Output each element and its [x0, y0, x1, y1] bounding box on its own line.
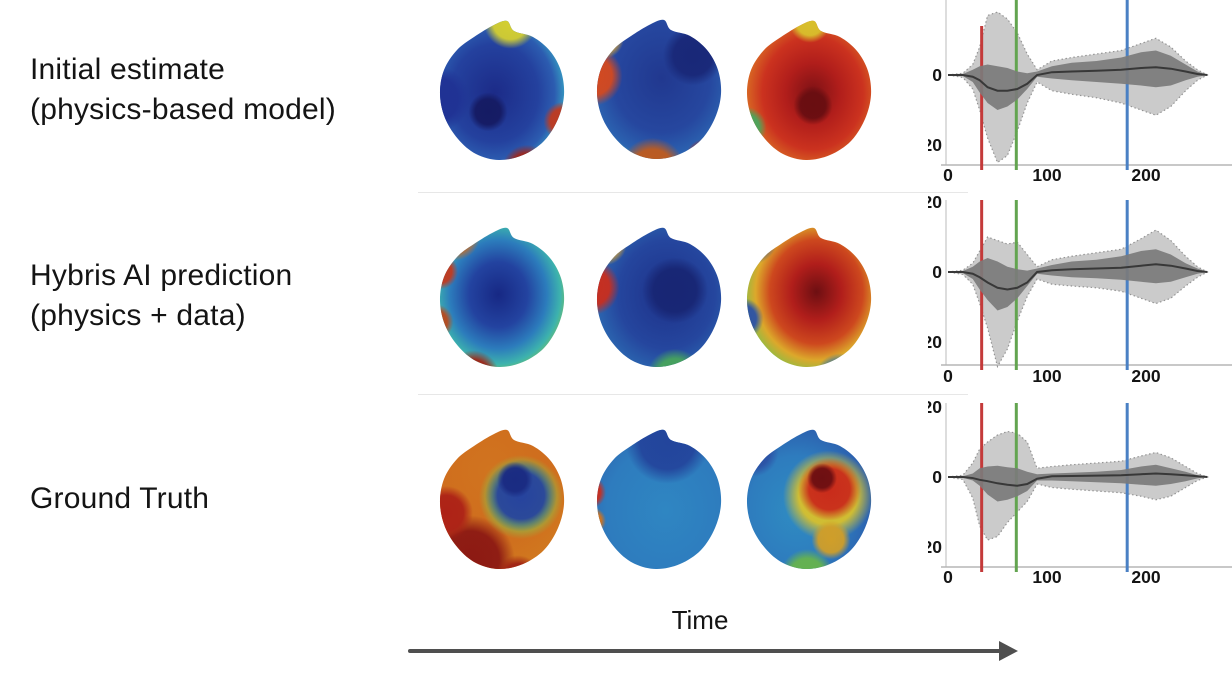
uncertainty-chart-row3: 0100200200-20: [928, 399, 1232, 599]
heart-map-row1-view2: [585, 16, 735, 174]
heart-map-row3-view1: [428, 426, 578, 584]
row-label-hybrid-prediction: Hybris AI prediction (physics + data): [30, 256, 292, 336]
heart-map-row2-view3: [735, 224, 885, 382]
svg-text:-20: -20: [928, 332, 942, 352]
svg-text:200: 200: [1131, 567, 1160, 587]
time-arrow-head-icon: [999, 641, 1018, 661]
svg-text:0: 0: [943, 567, 953, 587]
svg-text:100: 100: [1032, 366, 1061, 386]
svg-text:-20: -20: [928, 135, 942, 155]
row-label-ground-truth: Ground Truth: [30, 479, 209, 519]
heart-map-row2-view2: [585, 224, 735, 382]
row-separator: [418, 394, 968, 395]
uncertainty-chart-row2: 0100200200-20: [928, 196, 1232, 396]
time-axis-label: Time: [671, 605, 729, 635]
row-label-line2: (physics + data): [30, 299, 246, 332]
heart-map-row1-view1: [428, 17, 578, 175]
row-label-line1: Ground Truth: [30, 482, 210, 515]
heart-map-row3-view2: [585, 426, 735, 584]
svg-text:200: 200: [1131, 165, 1160, 185]
row-label-initial-estimate: Initial estimate (physics-based model): [30, 50, 336, 130]
row-label-line2: (physics-based model): [30, 93, 336, 126]
svg-text:0: 0: [932, 65, 942, 85]
heart-map-row3-view3: [735, 426, 885, 584]
svg-text:0: 0: [943, 165, 953, 185]
svg-text:0: 0: [943, 366, 953, 386]
svg-text:20: 20: [928, 196, 942, 212]
heart-map-row2-view1: [428, 224, 578, 382]
svg-text:100: 100: [1032, 165, 1061, 185]
heart-map-row1-view3: [735, 17, 885, 175]
svg-text:100: 100: [1032, 567, 1061, 587]
row-separator: [418, 192, 968, 193]
svg-text:200: 200: [1131, 366, 1160, 386]
time-arrow: [408, 649, 1002, 653]
row-label-line1: Hybris AI prediction: [30, 259, 293, 292]
svg-text:-20: -20: [928, 537, 942, 557]
row-label-line1: Initial estimate: [30, 53, 225, 86]
svg-text:0: 0: [932, 467, 942, 487]
svg-text:0: 0: [932, 262, 942, 282]
svg-text:20: 20: [928, 399, 942, 417]
